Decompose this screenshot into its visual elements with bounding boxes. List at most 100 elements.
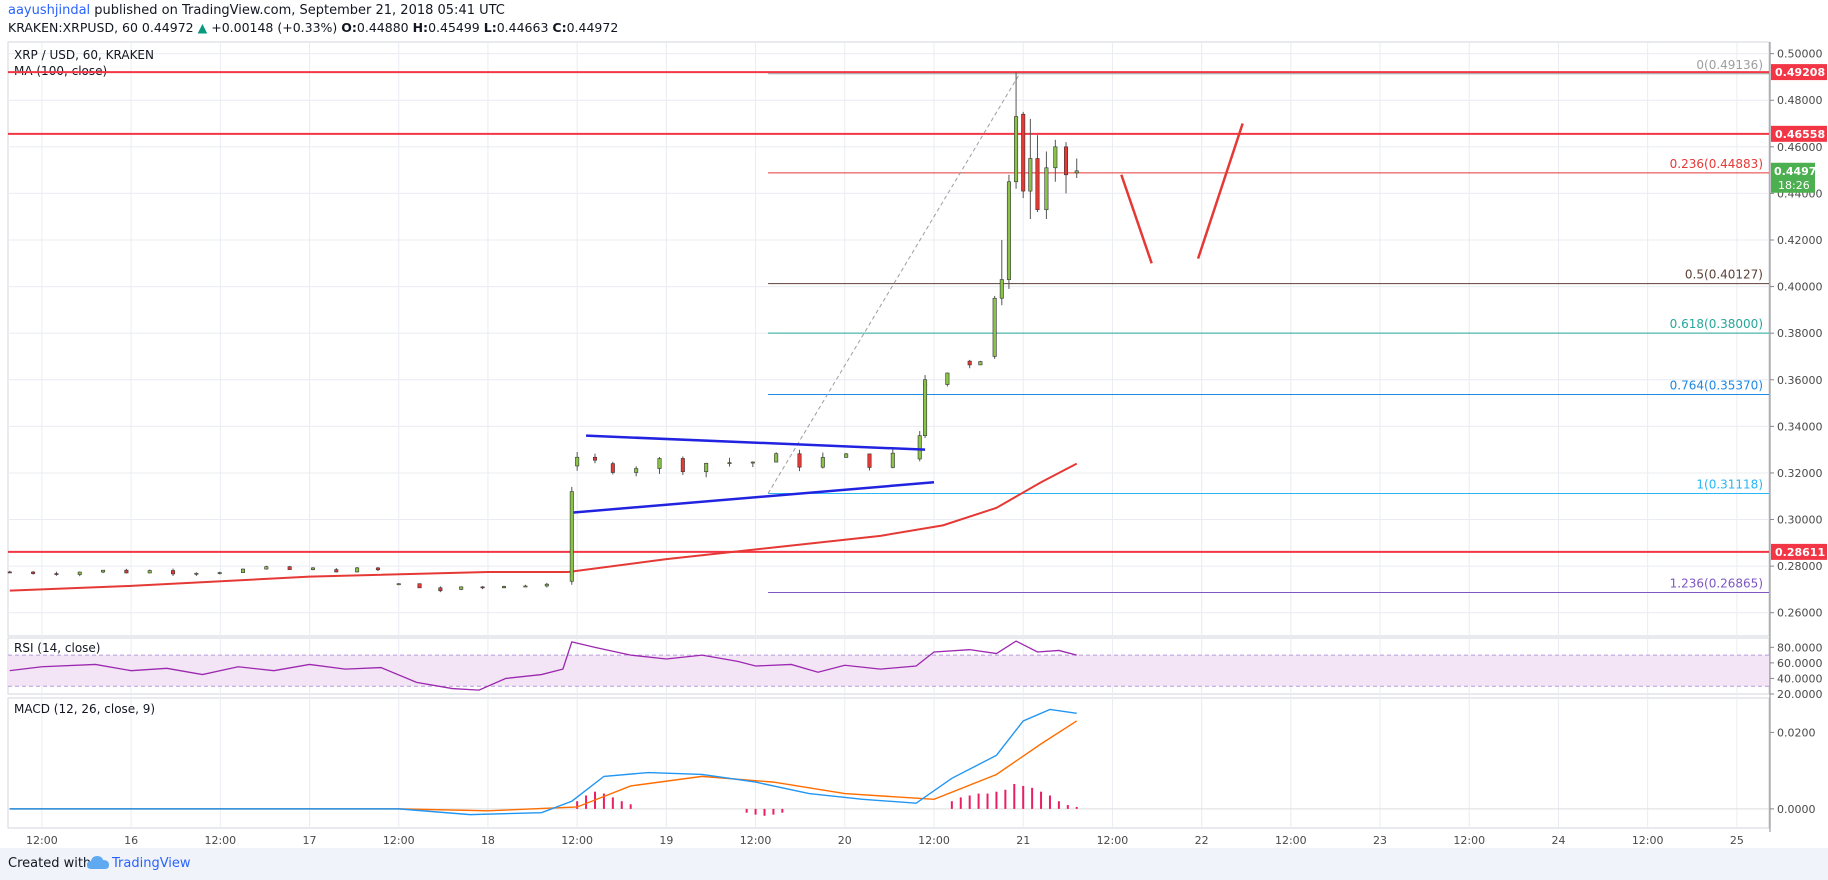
- candle-body: [1028, 158, 1033, 192]
- level-price-tag-bg: [1771, 125, 1827, 142]
- candle-body: [7, 571, 12, 574]
- y-tick-label: 0.34000: [1777, 420, 1823, 433]
- candle-body: [287, 566, 292, 570]
- fib-level-label: 1(0.31118): [1696, 477, 1763, 491]
- triangle-upper-line: [586, 434, 926, 451]
- projection-line: [1196, 123, 1244, 260]
- level-price-tag-bg: [1771, 64, 1827, 81]
- candle-body: [923, 379, 928, 436]
- candle-body: [657, 458, 662, 469]
- candle-body: [544, 583, 549, 587]
- candle-body: [334, 569, 339, 573]
- fib-level-label: 0(0.49136): [1696, 58, 1763, 72]
- y-tick-label: 0.36000: [1777, 374, 1823, 387]
- y-tick-label: 0.32000: [1777, 467, 1823, 480]
- rsi-tick-label: 80.0000: [1777, 641, 1823, 654]
- candle-body: [171, 570, 176, 575]
- x-tick-label: 23: [1373, 834, 1387, 847]
- candle-body: [945, 372, 950, 385]
- candle-body: [917, 435, 922, 460]
- rsi-band: [8, 655, 1769, 687]
- candle-body: [147, 570, 152, 574]
- candle-body: [459, 586, 464, 590]
- candle-body: [124, 569, 129, 574]
- y-tick-label: 0.46000: [1777, 141, 1823, 154]
- ohlc-line: KRAKEN:XRPUSD, 60 0.44972 ▲ +0.00148 (+0…: [8, 20, 618, 35]
- fib-level-label: 0.236(0.44883): [1670, 157, 1763, 171]
- candle-body: [375, 567, 380, 571]
- price-change: +0.00148 (+0.33%): [211, 20, 338, 35]
- candle-body: [680, 458, 685, 473]
- x-tick-label: 12:00: [918, 834, 950, 847]
- author-link[interactable]: aayushjindal: [8, 3, 91, 18]
- candle-body: [217, 572, 222, 574]
- candle-body: [54, 573, 59, 575]
- candle-body: [523, 585, 528, 588]
- fib-level-label: 0.764(0.35370): [1670, 378, 1763, 392]
- x-tick-label: 12:00: [383, 834, 415, 847]
- price-chart[interactable]: 12:00 16 12:00 17 12:00 18 12:00 19 12:00 20 12:00…: [0, 40, 1828, 848]
- chart-title: XRP / USD, 60, KRAKEN: [14, 48, 154, 62]
- candle-body: [1074, 170, 1079, 174]
- candle-body: [844, 453, 849, 458]
- candle-body: [1014, 116, 1019, 183]
- macd-pane: [7, 697, 1770, 829]
- x-tick-label: 22: [1195, 834, 1209, 847]
- y-tick-label: 0.28000: [1777, 560, 1823, 573]
- rsi-tick-label: 20.0000: [1777, 688, 1823, 701]
- candle-body: [867, 453, 872, 468]
- y-tick-label: 0.38000: [1777, 327, 1823, 340]
- publish-info: published on TradingView.com, September …: [90, 3, 505, 18]
- y-tick-label: 0.42000: [1777, 234, 1823, 247]
- open-label: O:: [341, 20, 357, 35]
- x-tick-label: 12:00: [561, 834, 593, 847]
- high-value: 0.45499: [428, 20, 480, 35]
- candle-body: [264, 566, 269, 570]
- candle-body: [101, 569, 106, 573]
- x-tick-label: 16: [124, 834, 138, 847]
- candle-body: [31, 571, 36, 574]
- x-tick-label: 18: [481, 834, 495, 847]
- candle-body: [569, 491, 574, 582]
- current-price-tag-bg: [1771, 162, 1815, 193]
- high-label: H:: [412, 20, 429, 35]
- level-price-tag: 0.49208: [1775, 66, 1825, 79]
- x-tick-label: 20: [838, 834, 852, 847]
- candle-body: [480, 586, 485, 589]
- x-tick-label: 12:00: [26, 834, 58, 847]
- fib-level-label: 0.618(0.38000): [1670, 317, 1763, 331]
- x-tick-label: 19: [659, 834, 673, 847]
- candle-body: [575, 456, 580, 467]
- macd-tick-label: 0.0200: [1777, 726, 1816, 739]
- candle-body: [992, 297, 997, 357]
- candle-body: [1064, 146, 1069, 176]
- open-value: 0.44880: [356, 20, 409, 35]
- candle-body: [890, 452, 895, 468]
- x-tick-label: 12:00: [204, 834, 236, 847]
- candle-body: [310, 567, 315, 570]
- chart-header: aayushjindal published on TradingView.co…: [0, 0, 1828, 40]
- x-tick-label: 12:00: [1453, 834, 1485, 847]
- tradingview-cloud-icon: [87, 856, 109, 869]
- candle-body: [355, 567, 360, 573]
- x-tick-label: 25: [1730, 834, 1744, 847]
- rsi-tick-label: 60.0000: [1777, 657, 1823, 670]
- change-arrow-icon: ▲: [197, 20, 208, 35]
- candle-body: [610, 463, 615, 473]
- candle-body: [1044, 167, 1049, 211]
- created-with-text: Created with: [8, 856, 92, 871]
- bar-countdown: 18:26: [1778, 179, 1810, 192]
- close-value: 0.44972: [566, 20, 619, 35]
- macd-line: [9, 708, 1077, 816]
- tradingview-link[interactable]: TradingView: [112, 856, 191, 871]
- x-tick-label: 21: [1016, 834, 1030, 847]
- level-price-tag: 0.28611: [1775, 546, 1825, 559]
- fib-trend-line: [767, 73, 1021, 494]
- candle-body: [797, 453, 802, 468]
- rsi-label: RSI (14, close): [14, 641, 100, 655]
- fib-level-label: 1.236(0.26865): [1670, 577, 1763, 591]
- candle-body: [1035, 158, 1040, 211]
- y-tick-label: 0.48000: [1777, 94, 1823, 107]
- x-tick-label: 12:00: [740, 834, 772, 847]
- low-label: L:: [483, 20, 497, 35]
